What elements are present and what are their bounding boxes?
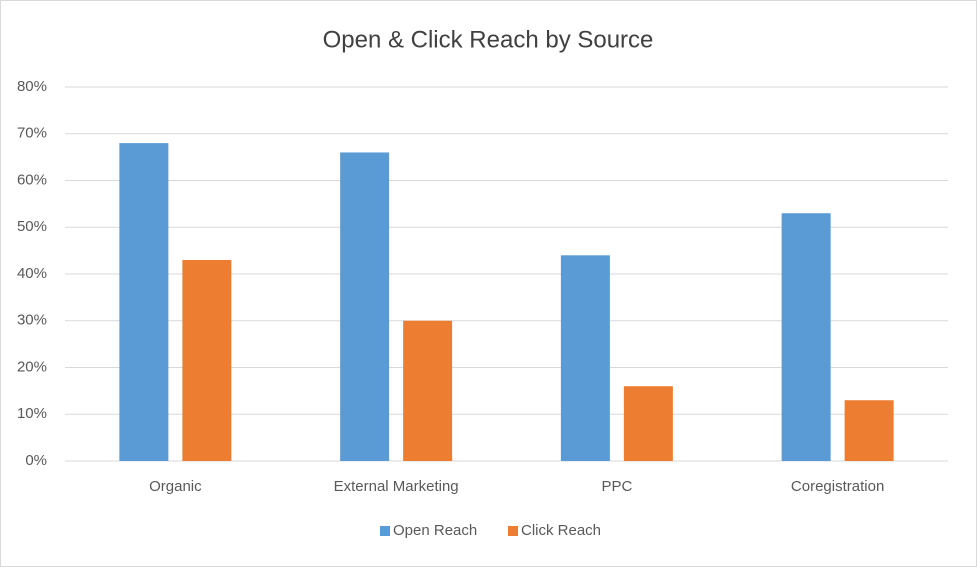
x-tick-label: Organic <box>149 478 202 495</box>
x-tick-label: External Marketing <box>334 478 459 495</box>
y-tick-label: 20% <box>17 358 47 375</box>
legend-label: Open Reach <box>393 522 477 539</box>
y-tick-label: 80% <box>17 78 47 95</box>
y-tick-label: 40% <box>17 265 47 282</box>
bar <box>560 255 610 461</box>
bar <box>182 259 232 461</box>
y-tick-label: 0% <box>25 452 47 469</box>
y-tick-label: 60% <box>17 171 47 188</box>
bar <box>623 386 673 461</box>
bar <box>340 152 390 461</box>
x-tick-label: PPC <box>601 478 632 495</box>
bar <box>119 143 169 461</box>
bar <box>844 400 894 461</box>
bar <box>781 213 831 461</box>
y-tick-label: 30% <box>17 312 47 329</box>
chart-title: Open & Click Reach by Source <box>323 26 654 53</box>
bar <box>403 320 453 461</box>
y-tick-label: 10% <box>17 405 47 422</box>
x-tick-label: Coregistration <box>791 478 884 495</box>
legend-swatch <box>508 526 518 536</box>
y-tick-label: 70% <box>17 125 47 142</box>
y-tick-label: 50% <box>17 218 47 235</box>
legend-label: Click Reach <box>521 522 601 539</box>
legend-swatch <box>380 526 390 536</box>
